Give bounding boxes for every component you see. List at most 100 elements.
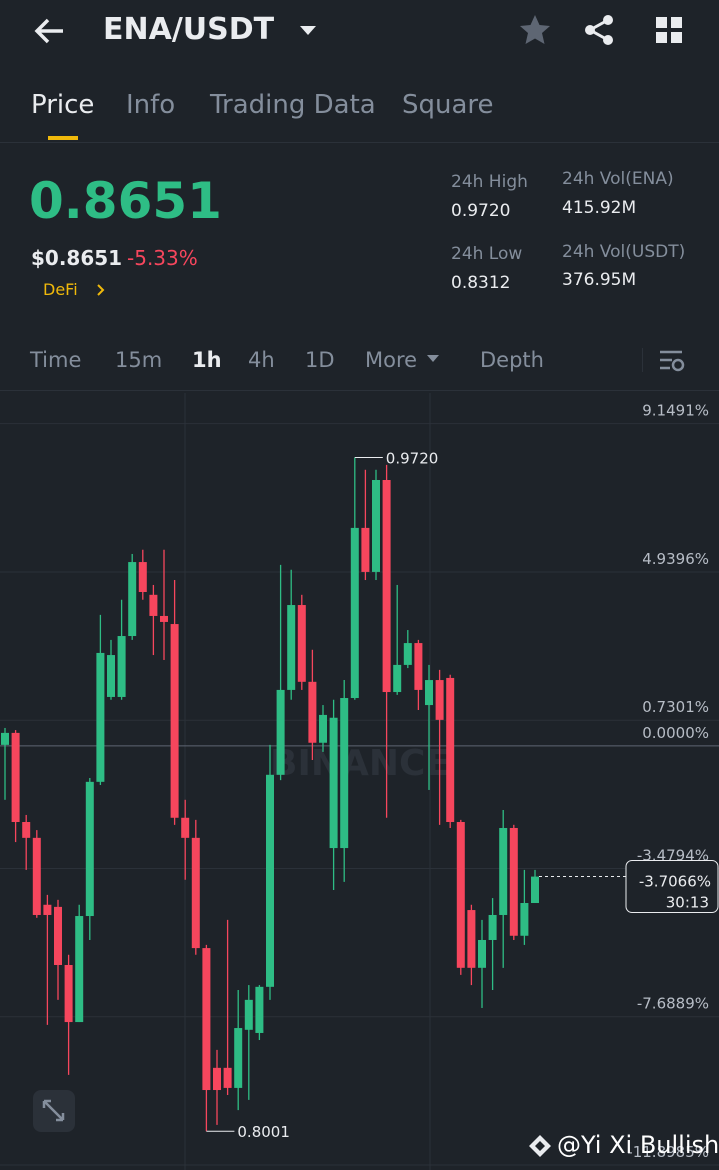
candle-body	[456, 821, 465, 968]
candle-body	[191, 837, 200, 949]
fullscreen-button[interactable]	[32, 1089, 76, 1133]
interval[interactable]: 15m	[115, 348, 163, 372]
interval-more[interactable]: More	[365, 348, 418, 372]
y-tick-label: -11.8985%	[627, 1143, 709, 1161]
stat-value: 0.8312	[451, 273, 511, 293]
countdown: 30:13	[666, 893, 709, 911]
candle-body	[138, 562, 147, 593]
stat-value: 415.92M	[562, 198, 637, 218]
candle-body	[96, 652, 105, 782]
interval[interactable]: 1D	[305, 348, 335, 372]
y-tick-label: 0.7301%	[642, 698, 709, 716]
candle-body	[488, 914, 497, 940]
candle-body	[149, 594, 158, 616]
divider	[642, 348, 643, 372]
chart-logo: BINANCE	[270, 743, 450, 784]
chart-settings[interactable]	[658, 349, 686, 373]
candle-body	[266, 774, 274, 987]
candle-body	[128, 562, 137, 637]
candle-body	[1, 732, 9, 745]
favorite-icon[interactable]	[518, 13, 552, 47]
price-usd: $0.8651	[31, 246, 123, 270]
candle-body	[531, 876, 539, 904]
candle-body	[308, 681, 317, 743]
candle-body	[11, 732, 20, 822]
candle-body	[361, 527, 370, 572]
candle-body	[213, 1067, 221, 1091]
tab-info[interactable]: Info	[126, 90, 176, 120]
stat-value: 0.9720	[451, 201, 511, 221]
candle-body	[160, 615, 168, 622]
grid-icon[interactable]	[655, 16, 685, 46]
candle-body	[478, 939, 486, 968]
last-price: 0.8651	[29, 172, 222, 230]
candle-body	[202, 948, 211, 1091]
candle-body	[393, 664, 402, 693]
candle-body	[350, 527, 359, 699]
candle-body	[43, 904, 52, 915]
tag[interactable]: DeFi	[43, 280, 78, 299]
pair-dropdown[interactable]	[298, 24, 318, 38]
stat-label: 24h High	[451, 172, 528, 192]
candle-body	[340, 698, 349, 849]
candle-body	[382, 479, 391, 693]
tab-price[interactable]: Price	[31, 90, 95, 120]
candle-body	[287, 605, 296, 690]
watermark-text: @Yi Xi Bullish	[557, 1131, 719, 1159]
pair-title[interactable]: ENA/USDT	[103, 12, 275, 47]
stat-label: 24h Low	[451, 244, 523, 264]
y-tick-label: 9.1491%	[642, 402, 709, 420]
candle-body	[107, 655, 115, 697]
candle-body	[22, 821, 31, 838]
share-icon[interactable]	[583, 14, 615, 46]
candle-body	[54, 906, 62, 965]
stat-label: 24h Vol(ENA)	[562, 169, 674, 189]
tab-indicator	[48, 136, 78, 140]
watermark-logo	[529, 1135, 551, 1157]
candle-body	[403, 643, 412, 665]
candle-body	[170, 624, 179, 818]
candle-body	[117, 636, 126, 697]
candle-body	[329, 717, 338, 849]
candle-body	[414, 643, 423, 690]
more-caret	[427, 355, 439, 362]
interval[interactable]: 4h	[248, 348, 275, 372]
y-tick-label: 0.0000%	[642, 724, 709, 742]
candle-body	[255, 986, 264, 1033]
stat-label: 24h Vol(USDT)	[562, 242, 686, 262]
candle-body	[467, 910, 476, 968]
tab-trading-data[interactable]: Trading Data	[210, 90, 376, 120]
candlestick-chart: BINANCE 9.1491% 4.9396% 0.7301% 0.0000% -3.47…	[0, 393, 719, 1170]
candle-body	[85, 781, 94, 917]
candle-body	[509, 827, 518, 936]
candle-body	[64, 964, 73, 1023]
tag-arrow	[97, 284, 105, 296]
candle-body	[276, 689, 285, 775]
candle-body	[244, 999, 253, 1030]
stat-value: 376.95M	[562, 270, 637, 290]
last-price-box	[625, 859, 719, 913]
candle-body	[181, 817, 190, 838]
candle-body	[520, 903, 529, 936]
candle-body	[319, 714, 327, 743]
candle-body	[234, 1028, 243, 1088]
low-label: 0.8001	[237, 1123, 290, 1141]
candle-body	[223, 1067, 232, 1088]
candle-body	[372, 479, 380, 572]
candle-body	[75, 916, 84, 1023]
candle-body	[435, 680, 444, 720]
back-button[interactable]	[33, 16, 67, 46]
y-tick-label: -3.4794%	[637, 846, 709, 864]
interval[interactable]: Time	[30, 348, 82, 372]
interval-active[interactable]: 1h	[192, 348, 222, 372]
candle-body	[297, 605, 306, 682]
last-price-label: -3.7066%	[639, 872, 711, 890]
tab-square[interactable]: Square	[402, 90, 494, 120]
y-tick-label: 4.9396%	[642, 550, 709, 568]
candle-body	[446, 677, 455, 822]
candle-body	[425, 680, 433, 706]
depth-tab[interactable]: Depth	[480, 348, 544, 372]
high-label: 0.9720	[386, 449, 439, 467]
candle-body	[32, 837, 41, 915]
